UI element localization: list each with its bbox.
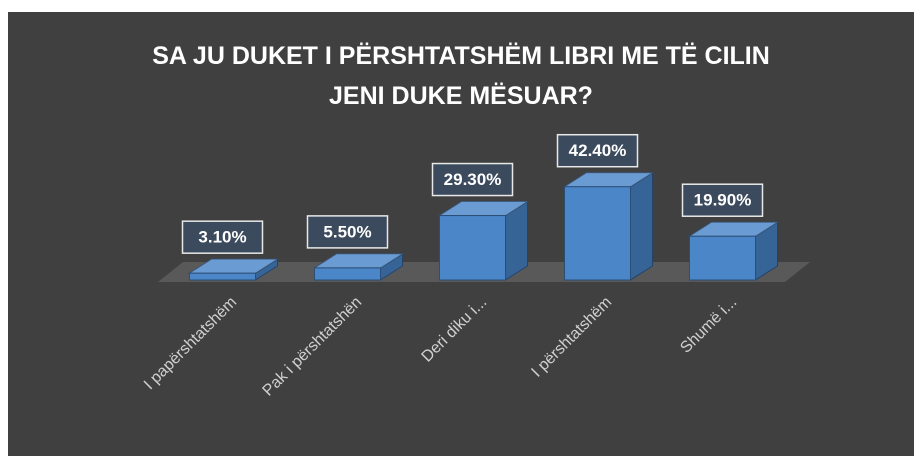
bar-side-shade bbox=[755, 222, 778, 280]
bar bbox=[564, 186, 631, 281]
value-label-box bbox=[306, 215, 389, 249]
bar-top-shade bbox=[314, 253, 403, 268]
bar-side-shade bbox=[380, 253, 403, 280]
bar-side-shade bbox=[630, 172, 653, 280]
chart-title: SA JU DUKET I PËRSHTATSHËM LIBRI ME TË C… bbox=[152, 42, 770, 110]
bar bbox=[314, 267, 381, 281]
value-label-box bbox=[556, 133, 639, 168]
value-label-box bbox=[681, 183, 764, 217]
bar-side-shade bbox=[255, 259, 278, 280]
bar bbox=[689, 235, 756, 281]
bar bbox=[439, 215, 506, 281]
bar-top-shade bbox=[564, 172, 653, 187]
value-label: 42.40% bbox=[569, 141, 627, 160]
bar-side-shade bbox=[505, 201, 528, 280]
bar-top-shade bbox=[689, 222, 778, 237]
value-label: 19.90% bbox=[694, 191, 752, 210]
value-label-box bbox=[431, 162, 514, 197]
bar bbox=[189, 272, 256, 281]
value-label: 29.30% bbox=[444, 170, 502, 189]
bar-top-shade bbox=[439, 201, 528, 216]
value-label-box bbox=[181, 220, 264, 254]
value-label: 3.10% bbox=[198, 228, 246, 247]
bar-top-shade bbox=[189, 259, 278, 274]
value-label: 5.50% bbox=[323, 222, 371, 241]
